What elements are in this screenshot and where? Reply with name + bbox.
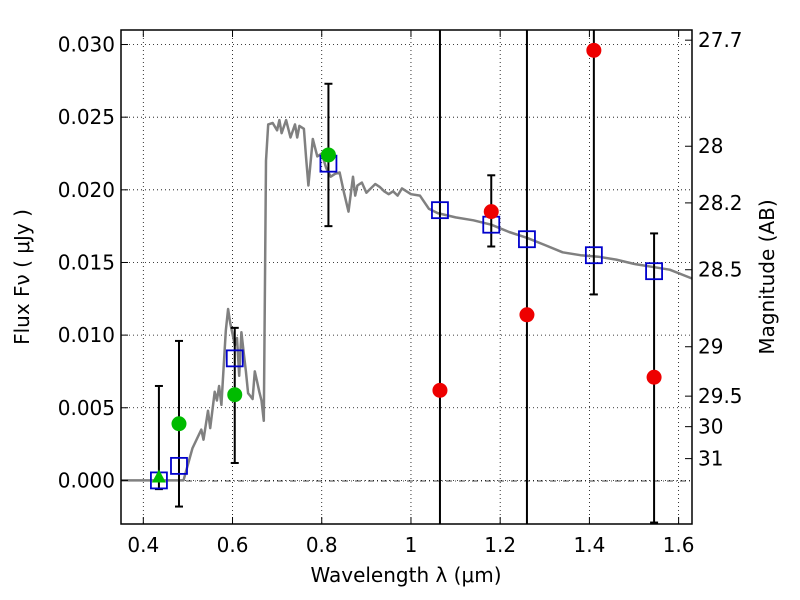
y-axis-title: Flux Fν ( μJy ) <box>10 209 34 345</box>
nir-point <box>432 382 448 398</box>
y-tick-label: 0.005 <box>58 396 115 420</box>
optical-limit-triangle <box>151 469 166 483</box>
x-tick-label: 1.4 <box>573 533 605 557</box>
y-tick-label: 0.030 <box>58 33 115 57</box>
optical-point <box>171 416 187 432</box>
model-photometry-square <box>431 201 449 220</box>
y-tick-label: 0.015 <box>58 250 115 274</box>
model-photometry-square <box>584 246 603 265</box>
sed-model-layer <box>121 118 693 482</box>
plot-frame <box>120 29 693 525</box>
markers-layer <box>150 42 663 490</box>
optical-point <box>227 387 243 403</box>
y2-tick-label: 28.5 <box>698 258 743 282</box>
y2-tick-label: 28.2 <box>698 191 743 215</box>
model-photometry-square <box>645 262 663 281</box>
y2-axis-title: Magnitude (AB) <box>755 199 779 354</box>
model-photometry-square <box>225 349 244 368</box>
x-tick-label: 1.6 <box>663 533 695 557</box>
error-bars-layer <box>154 30 659 524</box>
x-tick-label: 0.4 <box>127 533 159 557</box>
optical-point <box>320 147 336 163</box>
x-tick-label: 1.2 <box>484 533 516 557</box>
x-tick-label: 0.8 <box>306 533 338 557</box>
y-tick-label: 0.000 <box>58 468 115 492</box>
nir-point <box>519 307 535 323</box>
y2-tick-label: 29 <box>698 335 723 359</box>
y-tick-label: 0.025 <box>58 105 115 129</box>
model-photometry-square <box>518 230 536 249</box>
y2-tick-label: 29.5 <box>698 384 743 408</box>
x-tick-label: 0.6 <box>217 533 249 557</box>
nir-point <box>646 369 662 385</box>
y2-tick-label: 27.7 <box>698 28 743 52</box>
y2-tick-label: 30 <box>698 415 723 439</box>
x-tick-label: 1 <box>405 533 418 557</box>
y2-tick-label: 31 <box>698 447 723 471</box>
model-photometry-square <box>170 456 188 475</box>
y2-tick-label: 28 <box>698 134 723 158</box>
gridlines <box>121 30 692 524</box>
y-tick-label: 0.010 <box>58 323 115 347</box>
y-tick-label: 0.020 <box>58 178 115 202</box>
tick-labels-layer: 0.4 0.6 0.8 1 1.2 1.4 1.6 0.000 0.005 0.010 0.015 0… <box>58 28 743 557</box>
ticks-layer <box>121 30 692 524</box>
x-axis-title: Wavelength λ (μm) <box>310 563 501 587</box>
nir-point <box>586 42 602 58</box>
sed-model-curve <box>121 118 693 482</box>
nir-point <box>483 204 499 220</box>
